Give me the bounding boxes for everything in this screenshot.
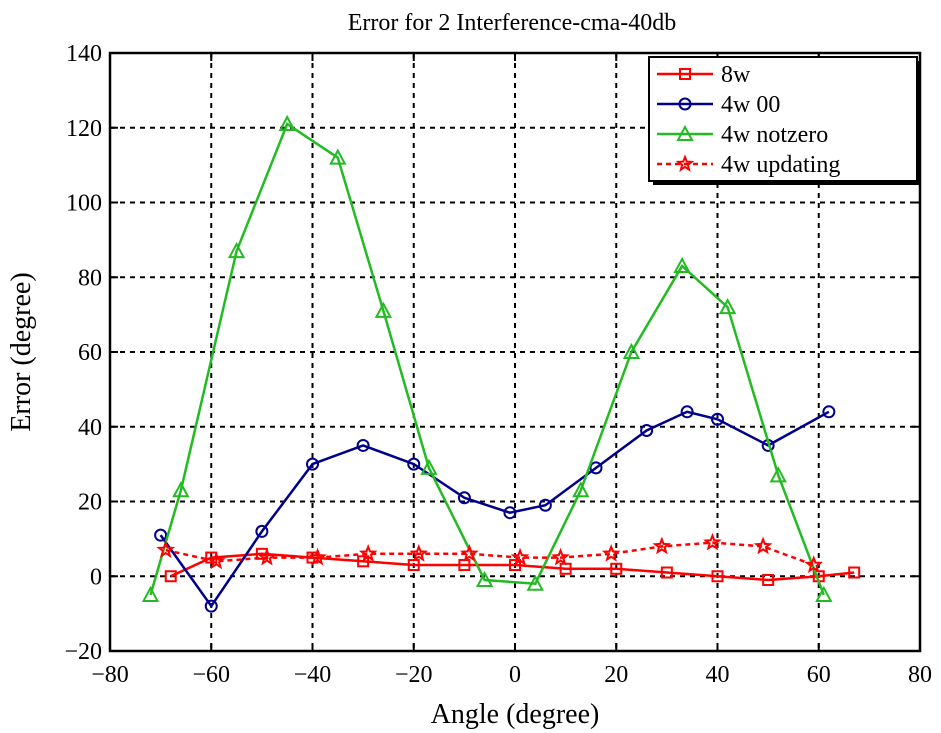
y-tick-label: 60 (78, 340, 102, 366)
legend-label: 4w updating (721, 152, 840, 178)
legend-box (648, 56, 918, 182)
data-point (703, 532, 722, 551)
series-group (141, 114, 861, 613)
data-point (509, 559, 521, 572)
data-point (407, 457, 421, 471)
data-point (711, 570, 724, 583)
data-point (420, 458, 438, 475)
data-point (141, 585, 160, 602)
y-tick-label: −20 (64, 639, 102, 665)
data-point (675, 154, 695, 172)
data-point (711, 412, 724, 426)
data-point (255, 524, 269, 538)
data-point (457, 491, 471, 505)
data-point (551, 547, 570, 566)
data-point (601, 544, 621, 562)
y-tick-label: 120 (66, 116, 102, 142)
data-point (640, 423, 654, 437)
data-point (572, 481, 590, 498)
y-tick-label: 100 (66, 191, 102, 217)
data-point (848, 566, 861, 579)
data-point (460, 544, 479, 562)
y-tick-label: 0 (90, 564, 102, 590)
data-point (503, 506, 517, 520)
data-point (589, 461, 603, 475)
x-tick-label: 40 (706, 662, 730, 688)
x-tick-label: −40 (294, 662, 332, 688)
series-4w-notzero (141, 114, 833, 602)
y-tick-label: 40 (78, 415, 102, 441)
data-point (357, 555, 370, 568)
x-tick-label: −20 (395, 662, 433, 688)
data-point (257, 547, 277, 566)
data-point (204, 599, 218, 613)
data-point (815, 585, 833, 602)
data-point (358, 544, 378, 562)
legend-label: 4w 00 (721, 92, 780, 118)
data-point (205, 551, 218, 564)
y-tick-label: 20 (78, 490, 102, 516)
x-tick-label: 80 (908, 662, 932, 688)
data-point (172, 481, 190, 498)
series-line (149, 122, 825, 596)
data-point (409, 544, 429, 562)
x-tick-label: −80 (91, 662, 129, 688)
data-point (356, 438, 370, 452)
y-axis-label: Error (degree) (6, 272, 37, 431)
data-point (718, 298, 737, 315)
data-point (660, 566, 673, 579)
data-point (804, 555, 823, 573)
data-point (156, 540, 175, 558)
legend-label: 8w (721, 62, 751, 88)
data-point (308, 547, 327, 566)
series-line (159, 410, 830, 609)
x-axis-label: Angle (degree) (431, 699, 600, 730)
data-point (154, 528, 168, 542)
data-point (207, 551, 226, 570)
series-4w-updating (156, 532, 823, 573)
data-point (753, 536, 773, 555)
x-tick-label: 60 (807, 662, 831, 688)
y-tick-label: 80 (78, 265, 102, 291)
data-point (610, 562, 623, 575)
data-point (164, 570, 177, 583)
data-point (306, 457, 319, 471)
data-point (374, 301, 393, 318)
series-4w-00 (154, 405, 836, 613)
legend: 8w 4w 00 4w notzero 4w updating (648, 56, 921, 185)
data-point (678, 97, 692, 111)
data-point (329, 148, 347, 165)
data-point (526, 574, 544, 591)
x-tick-label: 0 (509, 662, 521, 688)
data-point (538, 498, 552, 512)
data-point (652, 536, 672, 555)
data-point (255, 547, 268, 560)
data-point (679, 68, 691, 80)
y-axis-ticks: −20 0 20 40 60 80 100 120 140 (64, 41, 920, 665)
data-point (680, 405, 694, 419)
data-point (822, 405, 836, 419)
legend-label: 4w notzero (721, 122, 828, 148)
data-point (622, 342, 641, 359)
x-tick-label: 20 (604, 662, 628, 688)
y-tick-label: 140 (66, 41, 102, 67)
data-point (510, 547, 530, 566)
data-point (676, 124, 694, 141)
data-point (475, 570, 494, 587)
data-point (673, 256, 691, 274)
series-line (165, 541, 815, 567)
data-point (762, 573, 775, 586)
data-point (769, 466, 787, 483)
x-tick-label: −60 (192, 662, 230, 688)
data-point (227, 241, 246, 259)
chart-title: Error for 2 Interference-cma-40db (348, 10, 676, 36)
data-point (278, 114, 296, 132)
